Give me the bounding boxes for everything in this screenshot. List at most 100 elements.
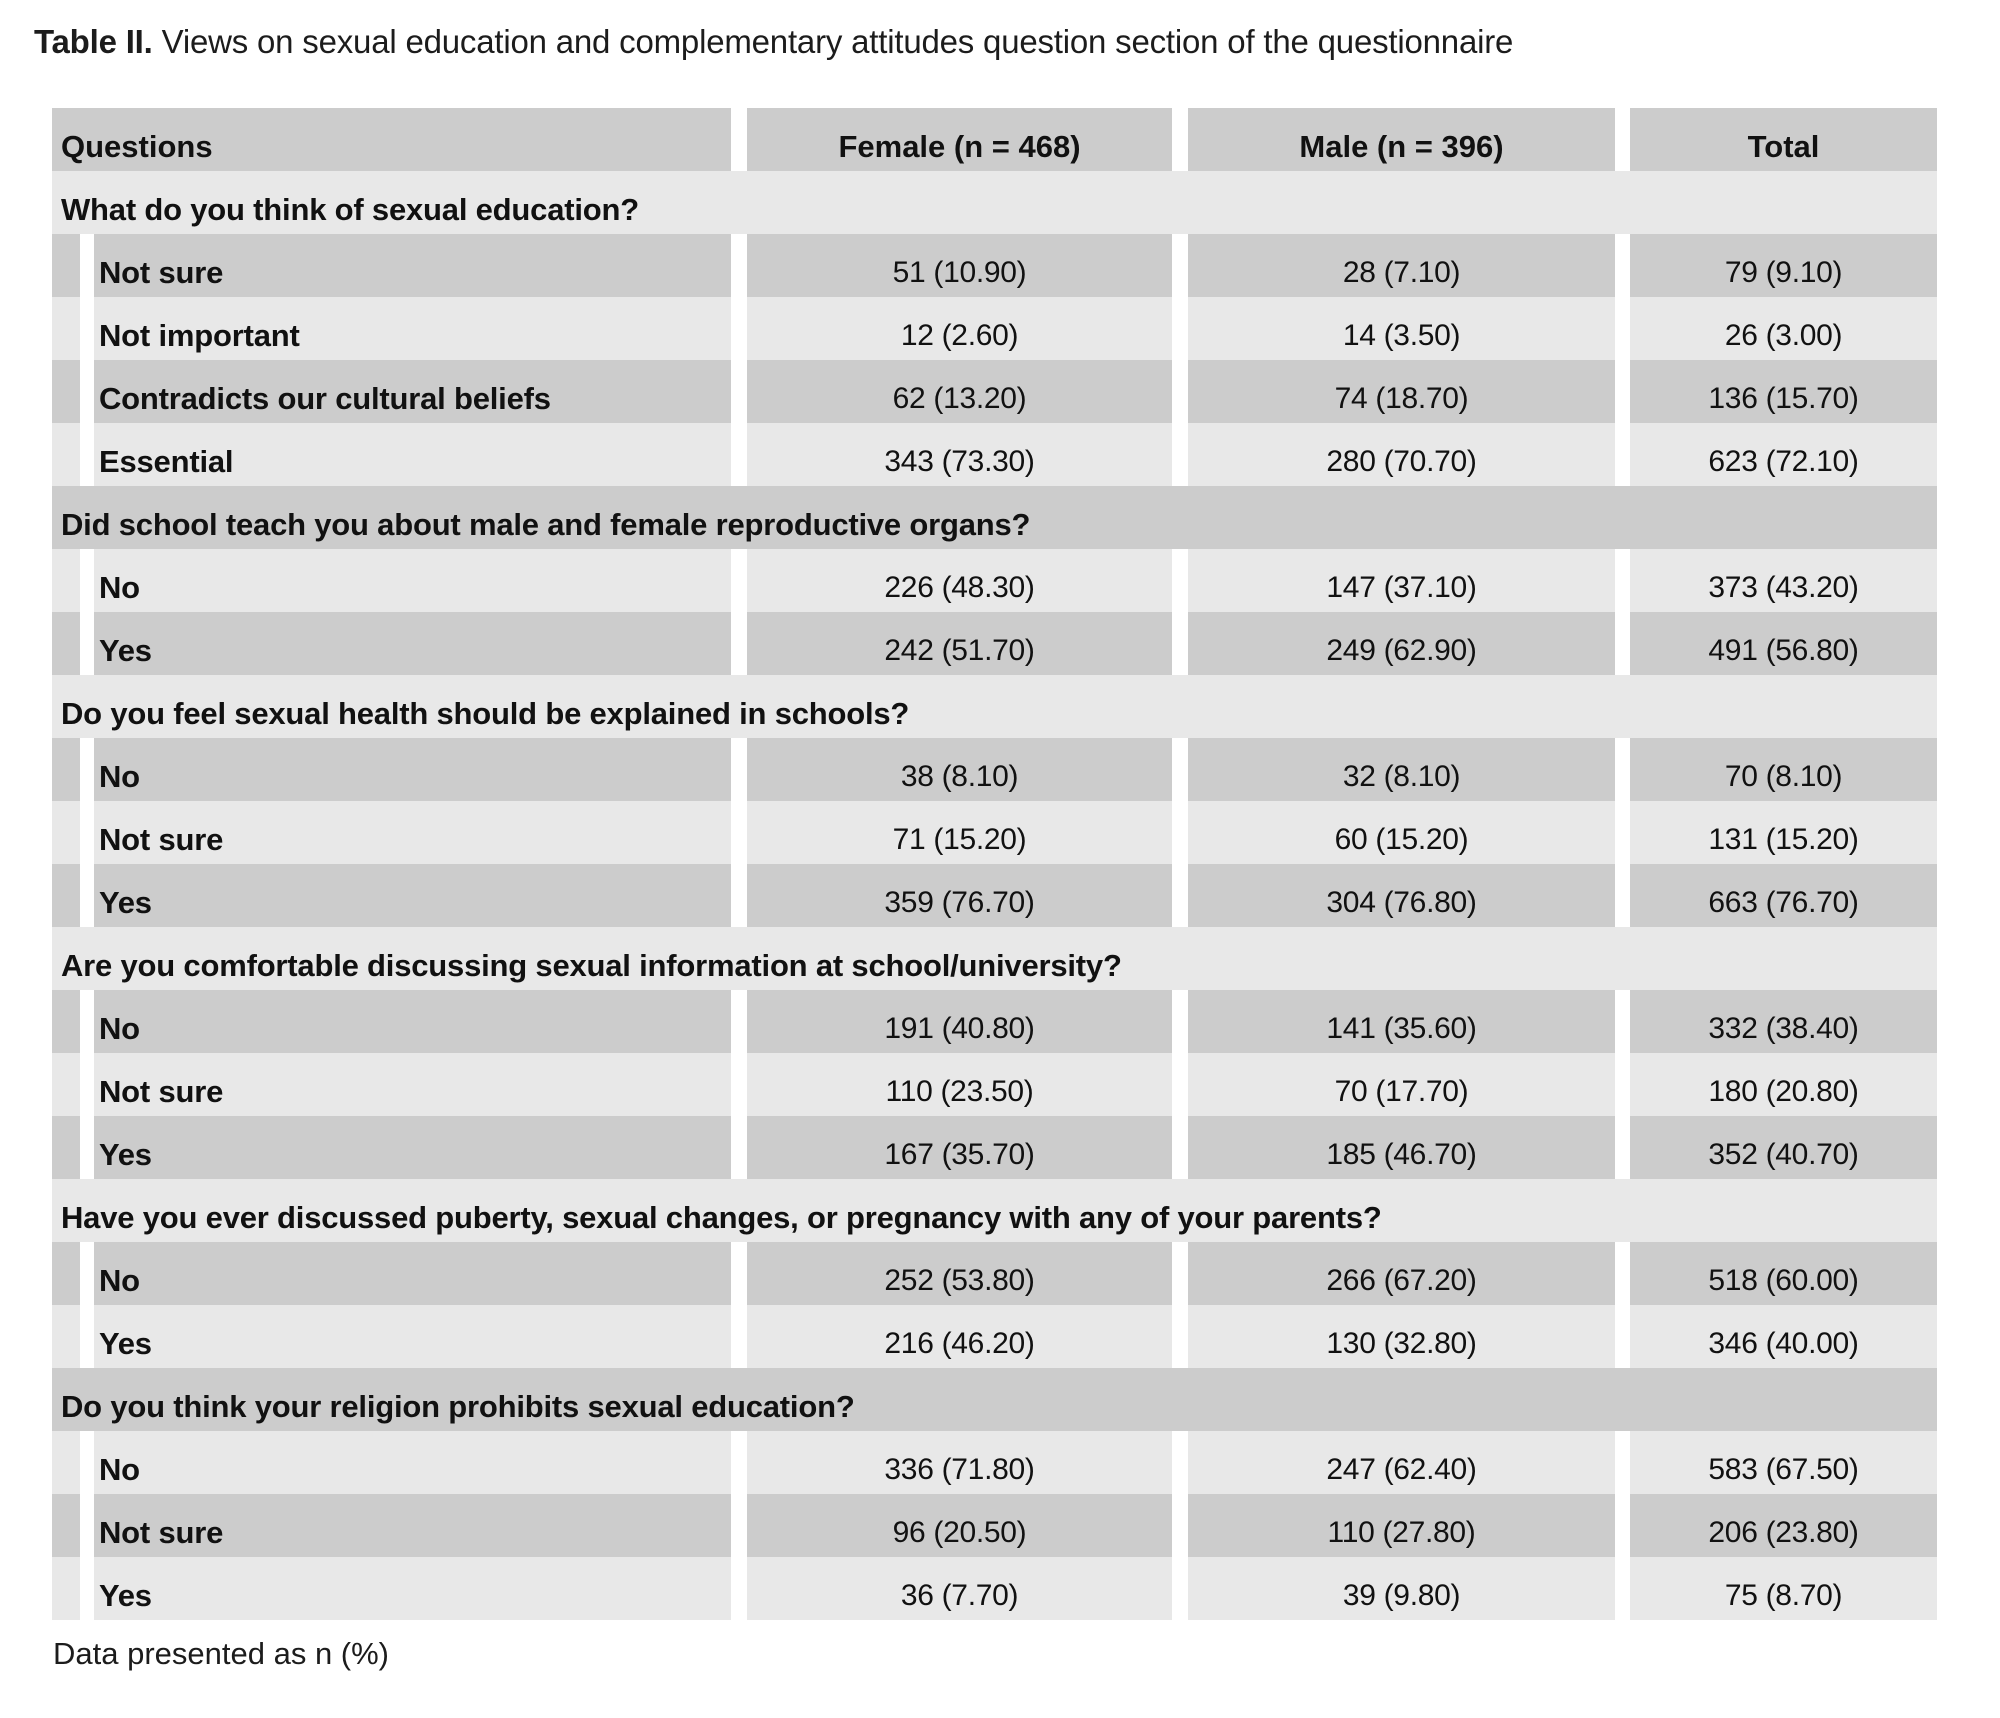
male-value: 74 (18.70) [1188, 360, 1615, 423]
male-value: 60 (15.20) [1188, 801, 1615, 864]
total-value: 518 (60.00) [1630, 1242, 1937, 1305]
total-value: 180 (20.80) [1630, 1053, 1937, 1116]
total-value: 131 (15.20) [1630, 801, 1937, 864]
data-table: Questions Female (n = 468) Male (n = 396… [52, 108, 1937, 1620]
male-value: 304 (76.80) [1188, 864, 1615, 927]
section-header-row: Do you feel sexual health should be expl… [52, 675, 1937, 738]
table-row: Not sure 110 (23.50) 70 (17.70) 180 (20.80) [52, 1053, 1937, 1116]
row-label: Not sure [94, 234, 731, 297]
female-value: 226 (48.30) [747, 549, 1172, 612]
female-value: 110 (23.50) [747, 1053, 1172, 1116]
column-header-male: Male (n = 396) [1188, 108, 1615, 171]
table-caption: Views on sexual education and complement… [161, 23, 1514, 60]
table-row: No 252 (53.80) 266 (67.20) 518 (60.00) [52, 1242, 1937, 1305]
female-value: 359 (76.70) [747, 864, 1172, 927]
section-header-row: Do you think your religion prohibits sex… [52, 1368, 1937, 1431]
section-header-row: Have you ever discussed puberty, sexual … [52, 1179, 1937, 1242]
male-value: 70 (17.70) [1188, 1053, 1615, 1116]
section-header-row: What do you think of sexual education? [52, 171, 1937, 234]
female-value: 96 (20.50) [747, 1494, 1172, 1557]
total-value: 623 (72.10) [1630, 423, 1937, 486]
row-label: No [94, 549, 731, 612]
male-value: 14 (3.50) [1188, 297, 1615, 360]
female-value: 343 (73.30) [747, 423, 1172, 486]
row-indent [52, 1305, 80, 1368]
total-value: 79 (9.10) [1630, 234, 1937, 297]
total-value: 346 (40.00) [1630, 1305, 1937, 1368]
table-row: Yes 359 (76.70) 304 (76.80) 663 (76.70) [52, 864, 1937, 927]
total-value: 332 (38.40) [1630, 990, 1937, 1053]
table-row: Not sure 71 (15.20) 60 (15.20) 131 (15.20) [52, 801, 1937, 864]
table-number-label: Table II. [34, 23, 153, 60]
female-value: 167 (35.70) [747, 1116, 1172, 1179]
female-value: 71 (15.20) [747, 801, 1172, 864]
male-value: 130 (32.80) [1188, 1305, 1615, 1368]
total-value: 206 (23.80) [1630, 1494, 1937, 1557]
total-value: 136 (15.70) [1630, 360, 1937, 423]
row-label: Not sure [94, 801, 731, 864]
female-value: 36 (7.70) [747, 1557, 1172, 1620]
row-label: Not sure [94, 1494, 731, 1557]
row-indent [52, 1116, 80, 1179]
table-row: Not important 12 (2.60) 14 (3.50) 26 (3.00) [52, 297, 1937, 360]
table-row: Yes 167 (35.70) 185 (46.70) 352 (40.70) [52, 1116, 1937, 1179]
header-row: Questions Female (n = 468) Male (n = 396… [52, 108, 1937, 171]
section-header-row: Are you comfortable discussing sexual in… [52, 927, 1937, 990]
column-header-female: Female (n = 468) [747, 108, 1172, 171]
total-value: 352 (40.70) [1630, 1116, 1937, 1179]
row-indent [52, 1053, 80, 1116]
section-question: Did school teach you about male and fema… [52, 486, 1937, 549]
row-label: Yes [94, 1305, 731, 1368]
row-indent [52, 234, 80, 297]
male-value: 185 (46.70) [1188, 1116, 1615, 1179]
row-indent [52, 1557, 80, 1620]
row-label: No [94, 1242, 731, 1305]
table-row: No 191 (40.80) 141 (35.60) 332 (38.40) [52, 990, 1937, 1053]
table-row: Not sure 96 (20.50) 110 (27.80) 206 (23.80) [52, 1494, 1937, 1557]
total-value: 583 (67.50) [1630, 1431, 1937, 1494]
row-label: Not important [94, 297, 731, 360]
male-value: 28 (7.10) [1188, 234, 1615, 297]
table-row: No 38 (8.10) 32 (8.10) 70 (8.10) [52, 738, 1937, 801]
female-value: 336 (71.80) [747, 1431, 1172, 1494]
total-value: 26 (3.00) [1630, 297, 1937, 360]
table-row: Not sure 51 (10.90) 28 (7.10) 79 (9.10) [52, 234, 1937, 297]
row-indent [52, 801, 80, 864]
row-indent [52, 1242, 80, 1305]
row-indent [52, 297, 80, 360]
female-value: 62 (13.20) [747, 360, 1172, 423]
row-indent [52, 549, 80, 612]
total-value: 491 (56.80) [1630, 612, 1937, 675]
female-value: 51 (10.90) [747, 234, 1172, 297]
row-indent [52, 360, 80, 423]
row-indent [52, 423, 80, 486]
total-value: 373 (43.20) [1630, 549, 1937, 612]
row-label: No [94, 738, 731, 801]
male-value: 249 (62.90) [1188, 612, 1615, 675]
row-label: Not sure [94, 1053, 731, 1116]
total-value: 75 (8.70) [1630, 1557, 1937, 1620]
row-label: Yes [94, 1557, 731, 1620]
total-value: 663 (76.70) [1630, 864, 1937, 927]
row-indent [52, 864, 80, 927]
table-row: No 226 (48.30) 147 (37.10) 373 (43.20) [52, 549, 1937, 612]
row-indent [52, 612, 80, 675]
male-value: 147 (37.10) [1188, 549, 1615, 612]
total-value: 70 (8.10) [1630, 738, 1937, 801]
section-header-row: Did school teach you about male and fema… [52, 486, 1937, 549]
section-question: Do you think your religion prohibits sex… [52, 1368, 1937, 1431]
table-row: Yes 216 (46.20) 130 (32.80) 346 (40.00) [52, 1305, 1937, 1368]
row-indent [52, 1494, 80, 1557]
row-indent [52, 990, 80, 1053]
table-row: Contradicts our cultural beliefs 62 (13.2… [52, 360, 1937, 423]
table-row: No 336 (71.80) 247 (62.40) 583 (67.50) [52, 1431, 1937, 1494]
section-question: What do you think of sexual education? [52, 171, 1937, 234]
table-row: Yes 242 (51.70) 249 (62.90) 491 (56.80) [52, 612, 1937, 675]
male-value: 32 (8.10) [1188, 738, 1615, 801]
female-value: 38 (8.10) [747, 738, 1172, 801]
section-question: Have you ever discussed puberty, sexual … [52, 1179, 1937, 1242]
male-value: 280 (70.70) [1188, 423, 1615, 486]
section-question: Do you feel sexual health should be expl… [52, 675, 1937, 738]
row-label: Yes [94, 864, 731, 927]
row-label: Essential [94, 423, 731, 486]
